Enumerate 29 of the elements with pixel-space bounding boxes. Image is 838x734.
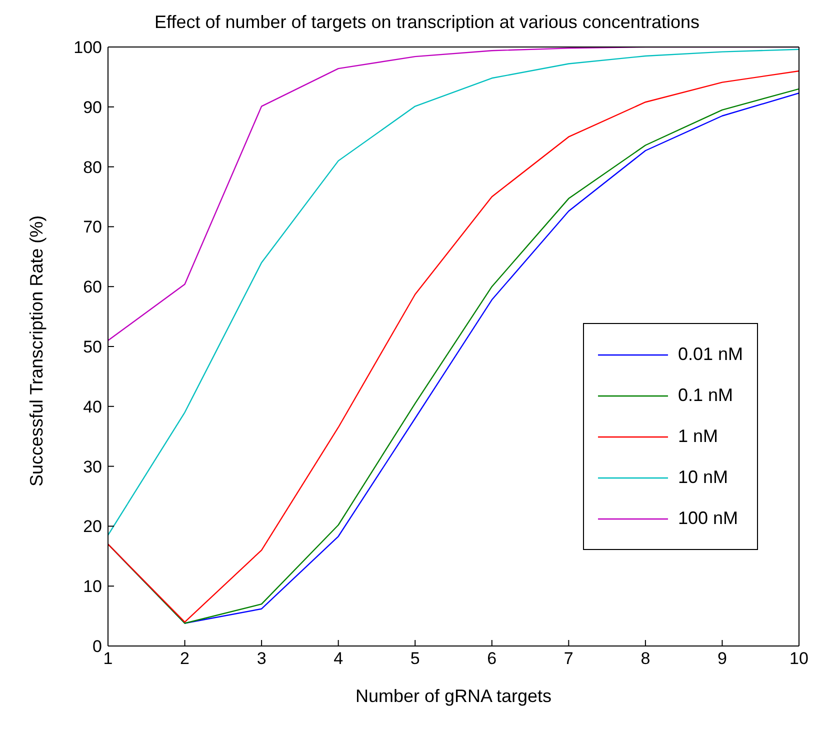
y-tick-label: 30 (83, 457, 102, 476)
y-tick-label: 100 (74, 38, 102, 58)
x-tick-label: 7 (564, 649, 574, 668)
x-tick-label: 10 (790, 649, 808, 668)
y-tick-label: 80 (83, 158, 102, 177)
x-tick-label: 3 (256, 649, 266, 668)
x-tick-label: 1 (103, 649, 113, 668)
x-tick-label: 2 (180, 649, 190, 668)
x-tick-label: 6 (487, 649, 497, 668)
chart-title: Effect of number of targets on transcription at various concentrations (154, 12, 700, 33)
y-tick-label: 10 (83, 577, 102, 596)
y-tick-label: 0 (92, 637, 102, 656)
legend-label: 10 nM (678, 467, 728, 488)
y-tick-label: 40 (83, 397, 102, 416)
y-tick-label: 70 (83, 218, 102, 237)
x-tick-label: 9 (717, 649, 727, 668)
legend-label: 0.01 nM (678, 344, 743, 365)
x-tick-label: 5 (410, 649, 420, 668)
y-tick-label: 20 (83, 517, 102, 536)
legend-label: 0.1 nM (678, 385, 733, 406)
x-tick-label: 8 (640, 649, 650, 668)
legend-label: 1 nM (678, 426, 718, 447)
y-axis-title: Successful Transcription Rate (%) (26, 215, 46, 486)
y-tick-label: 60 (83, 278, 102, 297)
x-tick-label: 4 (334, 649, 344, 668)
legend-label: 100 nM (678, 508, 738, 529)
y-tick-label: 90 (83, 98, 102, 117)
y-tick-label: 50 (83, 338, 102, 357)
x-axis-title: Number of gRNA targets (355, 686, 552, 706)
